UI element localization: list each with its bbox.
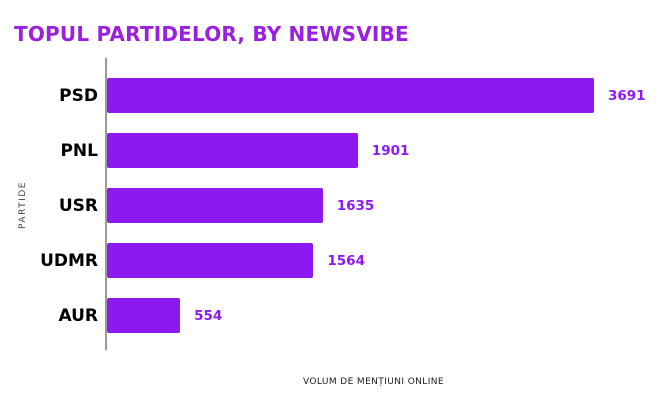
category-label: PNL: [60, 140, 98, 161]
value-label: 1901: [371, 142, 410, 159]
category-label: UDMR: [40, 250, 98, 271]
bar-pnl: [107, 133, 358, 168]
bar-aur: [107, 298, 181, 333]
value-label: 3691: [608, 87, 646, 104]
bar-udmr: [107, 243, 314, 278]
y-axis-line: [105, 58, 107, 350]
bar-row-psd: PSD 3691: [0, 78, 668, 113]
category-label: AUR: [58, 305, 98, 326]
bar-usr: [107, 188, 323, 223]
bar-rows: PSD 3691 PNL 1901 USR 1635 UDMR 1564 AUR…: [0, 78, 668, 353]
bar-row-udmr: UDMR 1564: [0, 243, 668, 278]
value-label: 1564: [327, 252, 365, 269]
bar-row-pnl: PNL 1901: [0, 133, 668, 168]
bar-psd: [107, 78, 594, 113]
value-label: 1635: [336, 197, 375, 214]
category-label: PSD: [59, 85, 98, 106]
value-label: 554: [194, 307, 223, 324]
bar-row-usr: USR 1635: [0, 188, 668, 223]
chart-title: TOPUL PARTIDELOR, BY NEWSVIBE: [14, 22, 409, 46]
bar-row-aur: AUR 554: [0, 298, 668, 333]
x-axis-title: VOLUM DE MENȚIUNI ONLINE: [302, 377, 444, 387]
category-label: USR: [58, 195, 98, 216]
